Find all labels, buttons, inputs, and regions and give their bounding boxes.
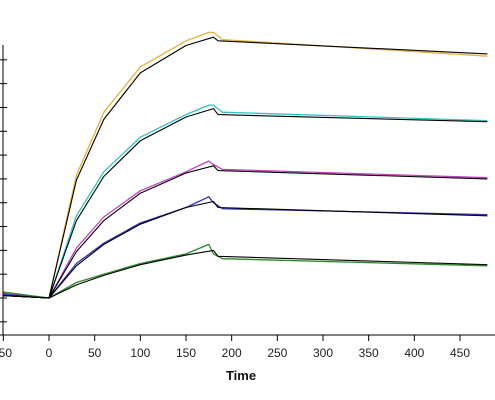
fit-curve-line	[3, 165, 488, 299]
x-tick-label: 250	[267, 346, 287, 360]
data-series-line	[3, 31, 488, 299]
x-tick-label: 450	[450, 346, 470, 360]
data-series-line	[3, 104, 488, 299]
x-tick-label: 150	[176, 346, 196, 360]
x-tick-label: 200	[222, 346, 242, 360]
x-tick-label: 350	[359, 346, 379, 360]
fit-curve-line	[3, 200, 488, 299]
x-axis-ticks: -50 0 50 100 150 200 250 300 350 400 450	[0, 335, 470, 360]
x-tick-label: 400	[404, 346, 424, 360]
plot-area	[3, 31, 488, 299]
x-tick-label: 100	[130, 346, 150, 360]
x-tick-label: -50	[0, 346, 12, 360]
data-series-line	[3, 196, 488, 299]
x-tick-label: 300	[313, 346, 333, 360]
fit-curve-line	[3, 36, 488, 299]
x-tick-label: 0	[46, 346, 53, 360]
fit-curve-line	[3, 249, 488, 299]
y-axis-ticks	[0, 59, 7, 323]
x-axis-title: Time	[226, 368, 256, 383]
data-series-line	[3, 160, 488, 299]
x-tick-label: 50	[88, 346, 102, 360]
fit-curve-line	[3, 108, 488, 299]
